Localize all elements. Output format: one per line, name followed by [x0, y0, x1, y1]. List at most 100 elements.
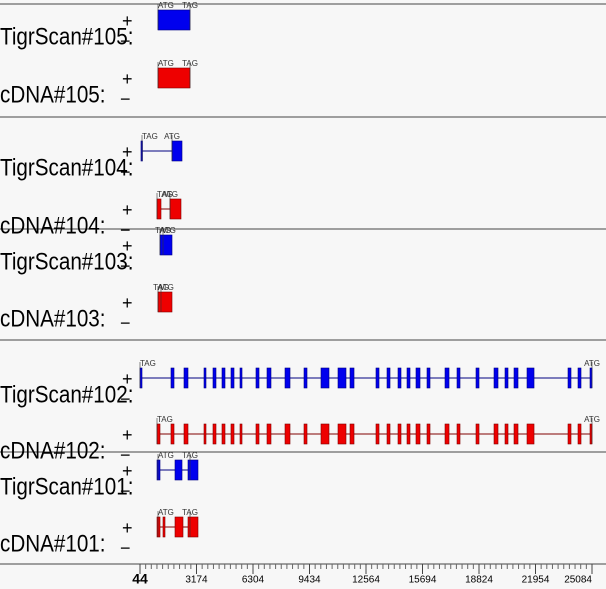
tick-label: 25084: [564, 575, 592, 586]
exon: [239, 423, 243, 445]
strand-plus: +: [122, 142, 133, 162]
tick-label: 15694: [409, 575, 437, 586]
strand-minus: −: [120, 538, 131, 558]
exon: [157, 9, 191, 31]
strand-minus: −: [120, 256, 131, 276]
flag-label: TAG: [182, 451, 198, 460]
strand-minus: −: [120, 89, 131, 109]
exon: [187, 516, 199, 538]
exon: [475, 367, 480, 389]
exon: [444, 367, 450, 389]
exon: [426, 423, 431, 445]
exon: [397, 423, 402, 445]
exon: [577, 367, 582, 389]
track-label: TigrScan#101:: [0, 473, 133, 500]
exon: [513, 367, 519, 389]
strand-minus: −: [120, 481, 131, 501]
track-label: cDNA#101:: [0, 530, 106, 557]
flag-label: TAG: [182, 508, 198, 517]
exon: [284, 423, 291, 445]
flag-label: ATG: [158, 59, 174, 68]
exon: [266, 367, 272, 389]
strand-minus: −: [120, 313, 131, 333]
flag-label: TAG: [157, 190, 173, 199]
flag-label: TAG: [155, 226, 171, 235]
exon: [183, 423, 189, 445]
exon: [493, 367, 499, 389]
exon: [212, 367, 217, 389]
exon: [513, 423, 519, 445]
exon: [349, 367, 355, 389]
track-label: TigrScan#105:: [0, 23, 133, 50]
strand-plus: +: [122, 200, 133, 220]
exon: [349, 423, 355, 445]
exon: [221, 367, 226, 389]
exon: [320, 367, 330, 389]
exon: [567, 367, 572, 389]
exon: [156, 423, 161, 445]
exon: [337, 367, 347, 389]
exon: [203, 367, 207, 389]
exon: [230, 423, 235, 445]
flag-label: TAG: [142, 132, 158, 141]
exon: [170, 423, 175, 445]
exon: [456, 367, 461, 389]
exon: [375, 367, 380, 389]
exon: [406, 367, 411, 389]
flag-label: TAG: [153, 283, 169, 292]
exon: [239, 367, 243, 389]
exon: [266, 423, 272, 445]
strand-plus: +: [122, 369, 133, 389]
strand-plus: +: [122, 236, 133, 256]
flag-label: ATG: [160, 226, 176, 235]
strand-minus: −: [120, 162, 131, 182]
tick-label: 3174: [185, 575, 208, 586]
exon: [139, 367, 143, 389]
flag-label: TAG: [157, 415, 173, 424]
strand-minus: −: [120, 389, 131, 409]
flag-label: TAG: [182, 1, 198, 10]
exon: [284, 367, 291, 389]
exon: [526, 367, 535, 389]
exon: [183, 367, 189, 389]
exon: [303, 367, 308, 389]
flag-label: TAG: [140, 359, 156, 368]
exon: [170, 367, 175, 389]
track-label: cDNA#104:: [0, 212, 106, 239]
exon: [504, 423, 509, 445]
exon: [159, 234, 173, 256]
exon: [212, 423, 217, 445]
tick-label: 12564: [352, 575, 380, 586]
tick-label: 18824: [465, 575, 493, 586]
exon: [475, 423, 480, 445]
exon: [157, 67, 191, 89]
exon: [397, 367, 402, 389]
flag-label: ATG: [162, 190, 178, 199]
flag-label: TAG: [182, 59, 198, 68]
exon: [255, 423, 260, 445]
strand-plus: +: [122, 11, 133, 31]
exon: [386, 367, 391, 389]
exon: [375, 423, 380, 445]
exon: [255, 367, 260, 389]
exon: [203, 423, 207, 445]
exon: [444, 423, 450, 445]
track-label: TigrScan#103:: [0, 248, 133, 275]
exon: [406, 423, 411, 445]
exon: [456, 423, 461, 445]
flag-label: ATG: [158, 1, 174, 10]
strand-plus: +: [122, 461, 133, 481]
strand-minus: −: [120, 445, 131, 465]
exon: [169, 198, 182, 220]
exon: [415, 423, 421, 445]
exon: [174, 459, 183, 481]
exon: [567, 423, 572, 445]
flag-label: ATG: [158, 451, 174, 460]
exon: [337, 423, 347, 445]
strand-plus: +: [122, 425, 133, 445]
exon: [187, 459, 199, 481]
flag-label: ATG: [584, 415, 600, 424]
track-label: cDNA#103:: [0, 305, 106, 332]
tick-label: 9434: [298, 575, 321, 586]
